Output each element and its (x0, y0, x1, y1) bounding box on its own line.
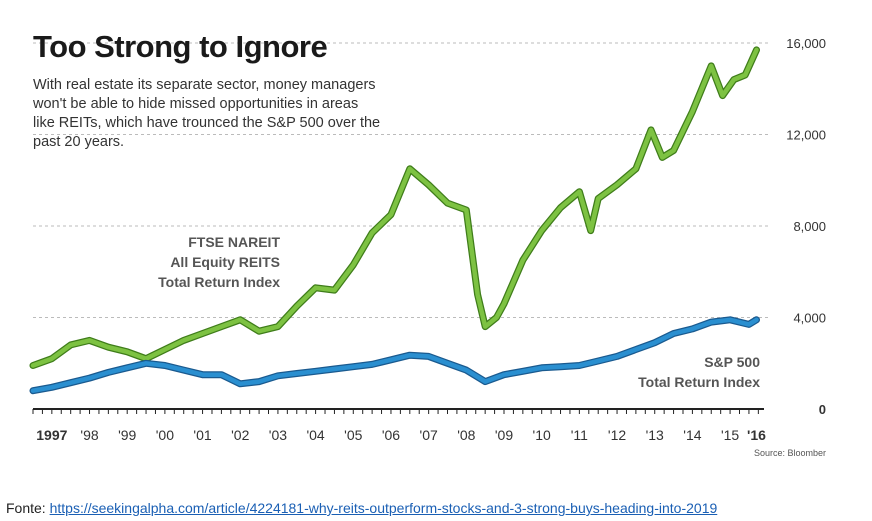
sp500-label-line: S&P 500 (704, 354, 760, 370)
reit-series-line (30, 47, 759, 368)
x-tick-label: '99 (118, 427, 136, 443)
x-tick-label: '09 (495, 427, 513, 443)
x-tick-label: '98 (80, 427, 98, 443)
x-tick-label: '14 (683, 427, 701, 443)
x-tick-label: '07 (420, 427, 438, 443)
reit-label-line: FTSE NAREIT (188, 234, 280, 250)
series-lines (29, 46, 760, 395)
reit-series-label: FTSE NAREIT All Equity REITS Total Retur… (120, 232, 280, 292)
x-tick-label: '03 (269, 427, 287, 443)
x-axis: 1997 '98 '99 '00 '01 '02 '03 '04 '05 '06 '07 '08 '09… (32, 408, 766, 443)
x-tick-label: '12 (608, 427, 626, 443)
sp500-series-line (30, 317, 759, 393)
gridlines (33, 42, 770, 318)
y-tick-label: 4,000 (793, 311, 826, 326)
x-tick-label: '05 (344, 427, 362, 443)
x-tick-label: '06 (382, 427, 400, 443)
y-axis: 0 4,000 8,000 12,000 16,000 (786, 36, 826, 417)
chart-title: Too Strong to Ignore (33, 29, 328, 64)
x-tick-label: '04 (306, 427, 324, 443)
chart-subtitle: With real estate its separate sector, mo… (33, 77, 381, 150)
x-tick-label: '02 (231, 427, 249, 443)
y-tick-label: 12,000 (786, 128, 826, 143)
y-tick-label: 16,000 (786, 36, 826, 51)
x-tick-label: '00 (156, 427, 174, 443)
x-tick-label: '13 (646, 427, 664, 443)
x-tick-label: '10 (533, 427, 551, 443)
y-tick-label: 0 (819, 402, 826, 417)
sp500-label-line: Total Return Index (638, 374, 760, 390)
x-tick-label: '01 (193, 427, 211, 443)
footer-prefix: Fonte: (6, 500, 46, 516)
x-tick-label: '11 (571, 427, 588, 443)
reit-label-line: Total Return Index (158, 274, 280, 290)
x-tick-label: 1997 (36, 427, 67, 443)
x-tick-label: '08 (457, 427, 475, 443)
y-tick-label: 8,000 (793, 219, 826, 234)
source-link[interactable]: https://seekingalpha.com/article/4224181… (49, 500, 718, 516)
footer-source: Fonte: https://seekingalpha.com/article/… (6, 500, 717, 516)
sp500-series-label: S&P 500 Total Return Index (560, 352, 760, 392)
x-tick-label: '16 (747, 427, 766, 443)
x-tick-label: '15 (721, 427, 739, 443)
reit-label-line: All Equity REITS (170, 254, 280, 270)
source-note: Source: Bloomber (753, 448, 826, 458)
